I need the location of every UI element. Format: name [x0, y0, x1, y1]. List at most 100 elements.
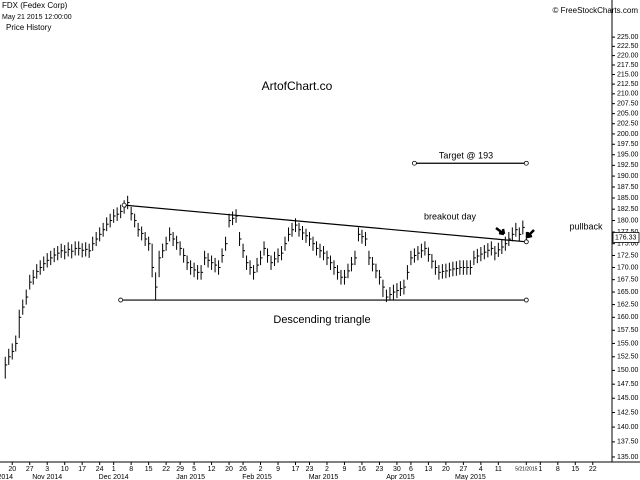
x-tick-label: 6 — [409, 466, 413, 473]
x-tick-label: 15 — [571, 466, 579, 473]
y-tick-label: 220.00 — [617, 52, 639, 59]
x-tick-label: 20 — [225, 466, 233, 473]
trend-line — [124, 204, 527, 243]
x-tick-label: 23 — [306, 466, 314, 473]
y-tick-label: 165.00 — [617, 289, 639, 296]
y-tick-label: 142.50 — [617, 409, 639, 416]
subtitle: Price History — [6, 23, 51, 32]
symbol: FDX (Fedex Corp) — [2, 1, 68, 10]
line-endpoint — [523, 297, 529, 303]
last-price-box — [612, 232, 640, 243]
x-tick-label: 29 — [176, 466, 184, 473]
y-tick-label: 152.50 — [617, 354, 639, 361]
y-tick-label: 180.00 — [617, 217, 639, 224]
x-tick-label: 3 — [45, 466, 49, 473]
y-tick-label: 192.50 — [617, 162, 639, 169]
x-tick-label: 12 — [208, 466, 216, 473]
y-tick-label: 207.50 — [617, 101, 639, 108]
x-tick-label: 17 — [78, 466, 86, 473]
y-tick-label: 205.00 — [617, 110, 639, 117]
x-tick-label: 2 — [259, 466, 263, 473]
x-tick-label: 16 — [358, 466, 366, 473]
y-tick-label: 175.00 — [617, 241, 639, 248]
y-tick-label: 137.50 — [617, 439, 639, 446]
arrow — [525, 229, 535, 239]
y-tick-label: 217.50 — [617, 62, 639, 69]
x-tick-label: 5/21/2015 — [515, 466, 537, 472]
x-tick-label: 27 — [26, 466, 34, 473]
x-tick-label: 20 — [442, 466, 450, 473]
x-tick-label: 1 — [112, 466, 116, 473]
x-tick-label: 23 — [376, 466, 384, 473]
x-tick-label: 24 — [96, 466, 104, 473]
y-tick-label: 197.50 — [617, 141, 639, 148]
chart-title: ArtofChart.co — [262, 79, 333, 93]
y-tick-label: 167.50 — [617, 277, 639, 284]
y-tick-label: 147.50 — [617, 381, 639, 388]
annotation: pullback — [569, 221, 603, 231]
y-tick-label: 150.00 — [617, 367, 639, 374]
x-tick-label: 22 — [162, 466, 170, 473]
y-tick-label: 155.00 — [617, 340, 639, 347]
y-tick-label: 170.00 — [617, 264, 639, 271]
x-tick-label: 10 — [61, 466, 69, 473]
x-tick-label: 30 — [393, 466, 401, 473]
month-label: 2014 — [0, 474, 13, 480]
y-tick-label: 202.50 — [617, 121, 639, 128]
month-label: Dec 2014 — [99, 474, 129, 480]
y-tick-label: 135.00 — [617, 454, 639, 461]
y-tick-label: 157.50 — [617, 327, 639, 334]
month-label: Feb 2015 — [242, 474, 272, 480]
last-price-label: 176.33 — [615, 234, 637, 241]
y-tick-label: 182.50 — [617, 206, 639, 213]
y-tick-label: 212.50 — [617, 81, 639, 88]
y-tick-label: 187.50 — [617, 184, 639, 191]
y-tick-label: 215.00 — [617, 71, 639, 78]
x-tick-label: 9 — [343, 466, 347, 473]
y-tick-label: 145.00 — [617, 395, 639, 402]
annotation: breakout day — [424, 211, 477, 221]
x-tick-label: 5 — [192, 466, 196, 473]
month-label: Mar 2015 — [309, 474, 339, 480]
y-tick-label: 222.50 — [617, 43, 639, 50]
line-endpoint — [412, 160, 417, 166]
month-label: Jan 2015 — [176, 474, 205, 480]
month-label: Apr 2015 — [386, 474, 415, 480]
y-tick-label: 185.00 — [617, 195, 639, 202]
y-tick-label: 225.00 — [617, 34, 639, 41]
month-label: Nov 2014 — [32, 474, 62, 480]
x-tick-label: 17 — [292, 466, 300, 473]
annotation: Descending triangle — [273, 314, 370, 326]
x-tick-label: 11 — [495, 466, 502, 473]
x-tick-label: 22 — [589, 466, 597, 473]
month-label: May 2015 — [455, 474, 486, 480]
x-tick-label: 9 — [276, 466, 280, 473]
x-tick-label: 8 — [556, 466, 560, 473]
source: © FreeStockCharts.com — [553, 6, 639, 15]
annotation: Target @ 193 — [439, 150, 493, 160]
x-tick-label: 1 — [538, 466, 542, 473]
x-tick-label: 13 — [425, 466, 433, 473]
x-tick-label: 26 — [239, 466, 247, 473]
x-tick-label: 27 — [459, 466, 467, 473]
y-tick-label: 200.00 — [617, 131, 639, 138]
y-tick-label: 172.50 — [617, 252, 639, 259]
timestamp: May 21 2015 12:00:00 — [2, 14, 72, 21]
y-tick-label: 162.50 — [617, 301, 639, 308]
y-tick-label: 160.00 — [617, 314, 639, 321]
line-endpoint — [523, 160, 529, 166]
y-tick-label: 210.00 — [617, 91, 639, 98]
y-tick-label: 190.00 — [617, 173, 639, 180]
arrow — [495, 227, 506, 236]
y-tick-label: 195.00 — [617, 152, 639, 159]
line-endpoint — [118, 297, 124, 303]
x-tick-label: 4 — [479, 466, 483, 473]
line-endpoint — [523, 239, 529, 245]
x-tick-label: 8 — [129, 466, 133, 473]
x-tick-label: 20 — [8, 466, 16, 473]
x-tick-label: 2 — [325, 466, 329, 473]
line-endpoint — [121, 202, 127, 208]
